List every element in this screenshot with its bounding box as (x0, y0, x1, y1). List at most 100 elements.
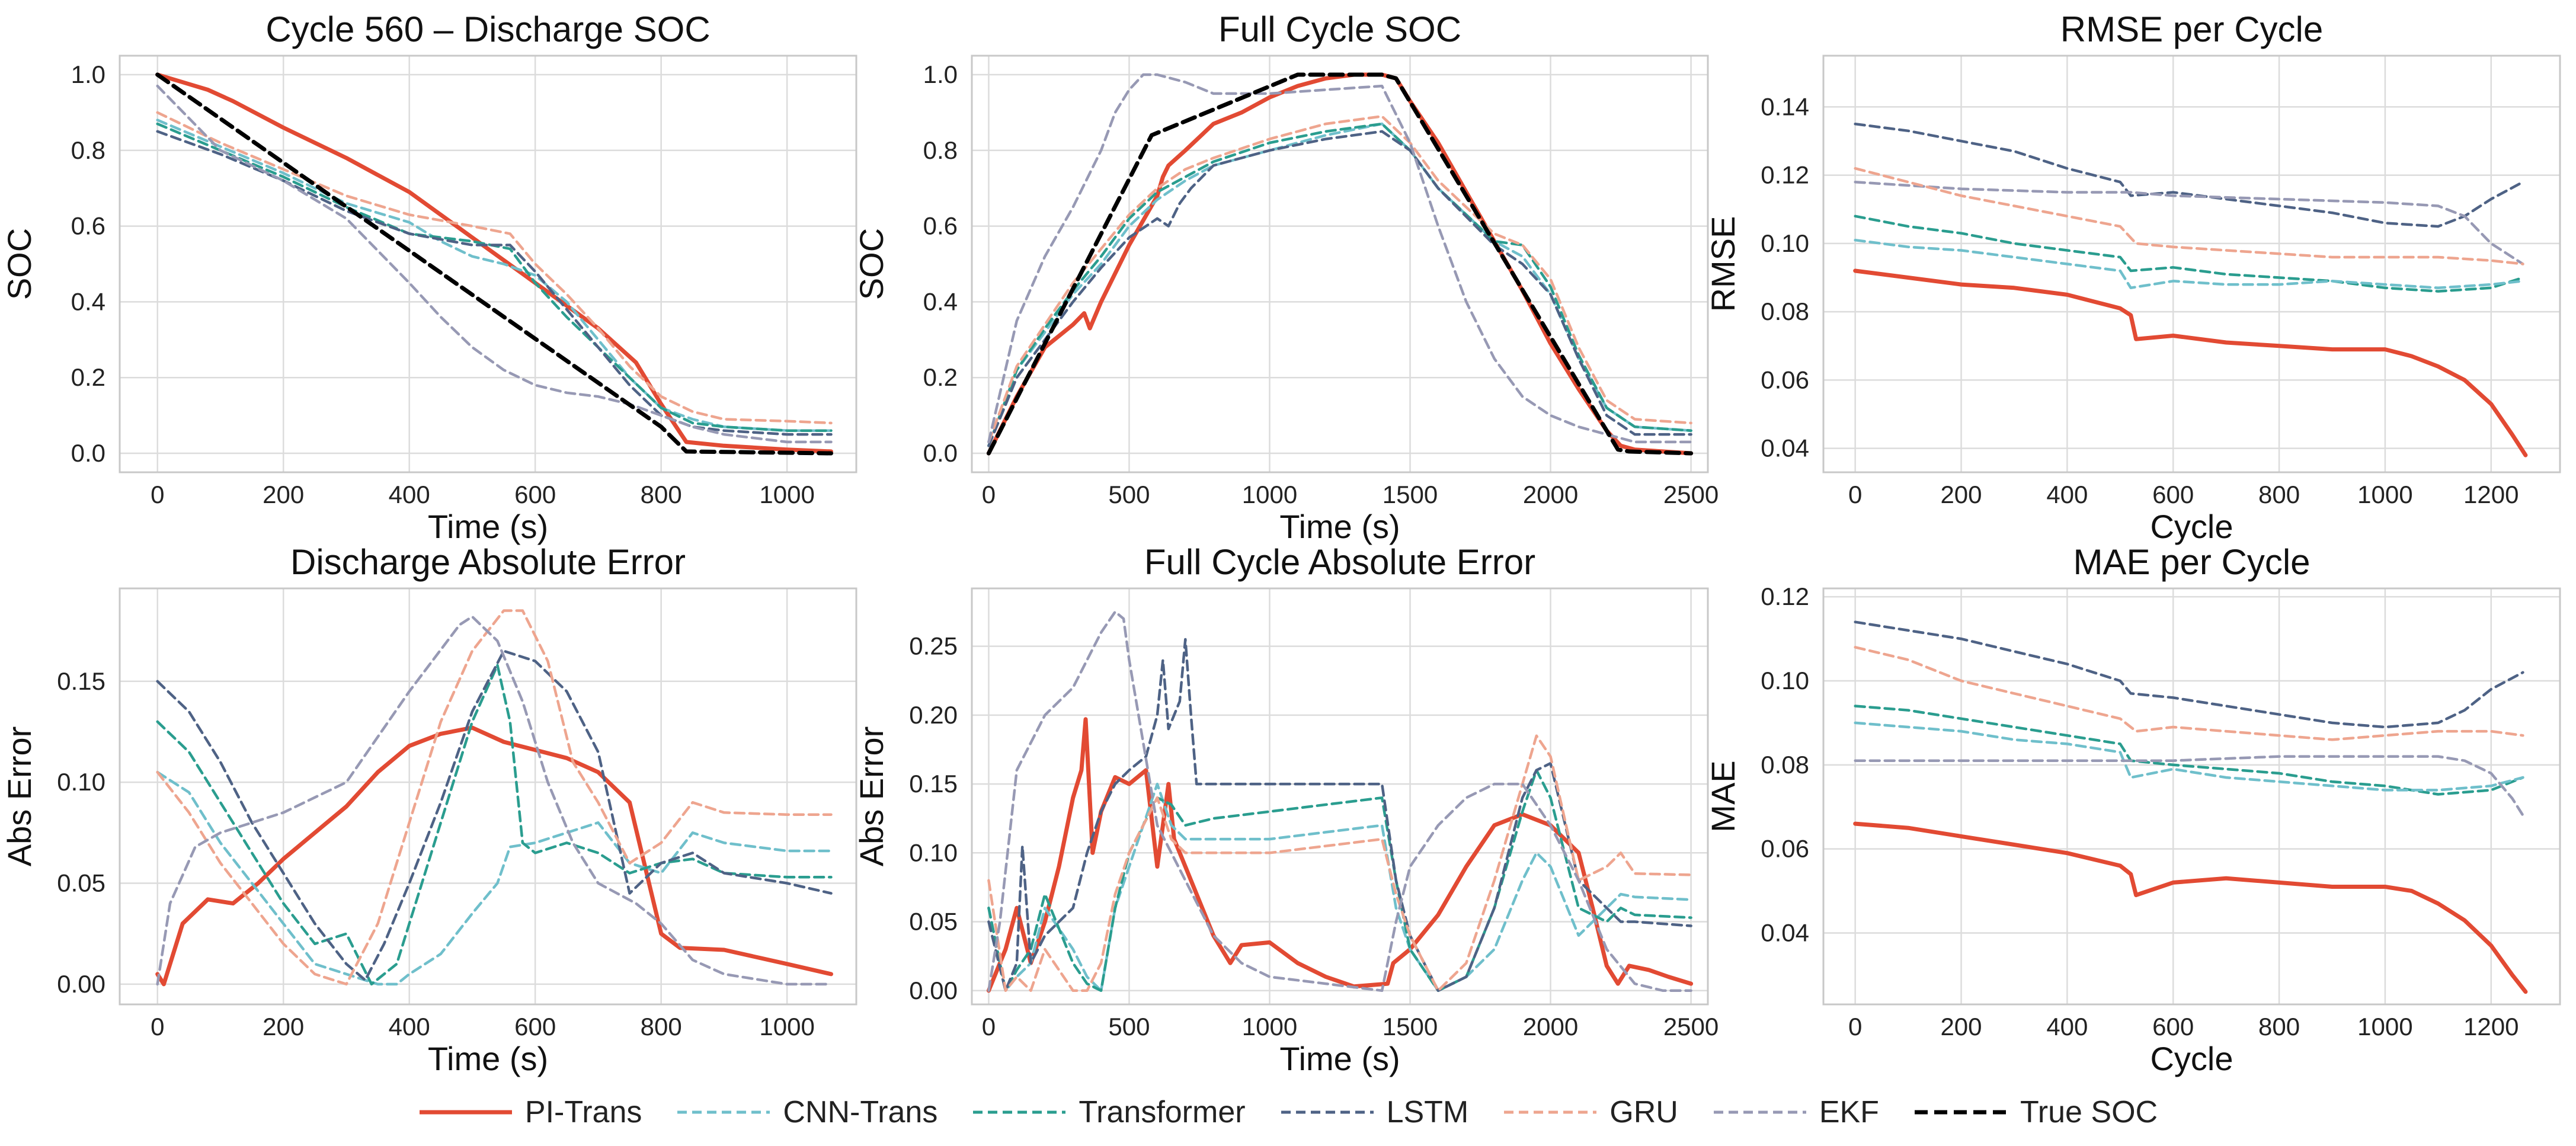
p1-series-ekf (156, 84, 833, 444)
p4-x-tick-label: 600 (514, 1013, 556, 1041)
p5-x-axis-label: Time (s) (1279, 1040, 1400, 1077)
p6-x-tick-label: 800 (2258, 1013, 2300, 1041)
p6-series-lstm (1854, 620, 2524, 729)
p5-series-ekf (987, 610, 1692, 993)
p1-y-tick-label: 1.0 (71, 60, 105, 88)
p3-frame (1822, 55, 2561, 473)
p4-y-tick-label: 0.05 (57, 869, 105, 897)
p4-y-tick-label: 0.15 (57, 667, 105, 695)
p2-series-group (986, 72, 1694, 456)
p4-x-tick-label: 200 (263, 1013, 304, 1041)
p3-x-tick-label: 600 (2152, 481, 2194, 508)
p2-frame (971, 55, 1709, 473)
p2-x-tick-label: 1500 (1383, 481, 1438, 508)
chart-panel-1: 0 200 400 600 800 1000 0.0 0.2 0.4 0.6 0.8 1.0 Cycle… (1, 9, 857, 545)
p6-series-pi-trans (1853, 821, 2528, 994)
p1-series-pi-trans (155, 72, 833, 454)
p3-y-axis-label: RMSE (1704, 216, 1742, 312)
p5-series-cnn-trans (987, 782, 1692, 993)
legend-label: EKF (1819, 1095, 1879, 1129)
p4-x-tick-label: 1000 (759, 1013, 814, 1041)
p6-y-tick-label: 0.10 (1761, 667, 1809, 694)
p5-series-group (986, 610, 1694, 993)
p1-x-axis-label: Time (s) (428, 508, 548, 545)
p2-series-lstm (987, 130, 1692, 447)
legend-swatch-transformer (973, 1110, 1066, 1114)
legend: PI-Trans CNN-Trans Transformer LSTM GRU EKF Tr… (0, 1086, 2576, 1139)
p1-y-tick-label: 0.4 (71, 287, 105, 315)
p6-x-tick-label: 1200 (2463, 1013, 2519, 1041)
legend-item-ekf: EKF (1713, 1094, 1879, 1130)
p6-x-tick-label: 0 (1848, 1013, 1862, 1041)
legend-label: True SOC (2020, 1095, 2158, 1129)
p6-title: MAE per Cycle (2073, 542, 2310, 582)
p3-y-tick-label: 0.12 (1761, 161, 1809, 189)
p5-y-tick-label: 0.15 (909, 770, 958, 798)
p6-frame (1822, 587, 2561, 1006)
p3-title: RMSE per Cycle (2060, 9, 2323, 49)
p4-x-tick-label: 800 (641, 1013, 682, 1041)
p6-x-tick-label: 200 (1940, 1013, 1982, 1041)
p1-plot-area (120, 56, 856, 472)
p3-x-tick-label: 0 (1848, 481, 1862, 508)
p5-series-lstm (987, 638, 1692, 993)
p4-title: Discharge Absolute Error (290, 542, 686, 582)
p3-x-tick-label: 400 (2046, 481, 2088, 508)
p6-y-axis-label: MAE (1704, 760, 1742, 832)
p2-y-tick-label: 0.2 (923, 363, 958, 391)
p4-series-lstm (156, 649, 833, 982)
p2-x-tick-label: 2500 (1663, 481, 1719, 508)
p1-x-tick-label: 0 (151, 481, 164, 508)
p5-y-axis-label: Abs Error (853, 726, 890, 867)
p5-x-tick-label: 2500 (1663, 1013, 1719, 1041)
p6-y-tick-label: 0.12 (1761, 582, 1809, 610)
p1-series-true-soc (155, 72, 833, 456)
legend-swatch-lstm (1281, 1110, 1374, 1114)
p3-series-pi-trans (1853, 268, 2528, 457)
p3-series-cnn-trans (1854, 238, 2524, 290)
p5-x-tick-label: 1000 (1242, 1013, 1297, 1041)
p1-title: Cycle 560 – Discharge SOC (265, 9, 710, 49)
p3-y-tick-label: 0.04 (1761, 434, 1809, 462)
p5-x-tick-label: 1500 (1383, 1013, 1438, 1041)
p1-y-tick-label: 0.6 (71, 212, 105, 240)
p6-y-tick-label: 0.06 (1761, 835, 1809, 863)
p3-x-tick-label: 800 (2258, 481, 2300, 508)
p3-y-tick-label: 0.08 (1761, 297, 1809, 325)
legend-item-gru: GRU (1503, 1094, 1678, 1130)
legend-item-true-soc: True SOC (1913, 1094, 2158, 1130)
p6-series-cnn-trans (1854, 721, 2524, 792)
p2-title: Full Cycle SOC (1218, 9, 1461, 49)
p5-y-tick-label: 0.25 (909, 632, 958, 660)
p6-series-transformer (1854, 705, 2524, 796)
legend-label: Transformer (1079, 1095, 1246, 1129)
p4-x-tick-label: 400 (389, 1013, 430, 1041)
p3-y-tick-label: 0.14 (1761, 92, 1809, 120)
legend-item-cnn-trans: CNN-Trans (676, 1094, 937, 1130)
p3-series-gru (1854, 167, 2524, 265)
p1-series-group (155, 72, 833, 456)
legend-label: LSTM (1386, 1095, 1469, 1129)
p1-series-lstm (156, 130, 833, 436)
p6-y-tick-label: 0.08 (1761, 751, 1809, 779)
chart-panel-6: 0 200 400 600 800 1000 1200 0.04 0.06 0.08 0.10 0.1… (1704, 542, 2561, 1077)
p3-series-group (1853, 122, 2528, 457)
p6-x-tick-label: 400 (2046, 1013, 2088, 1041)
p2-y-tick-label: 0.0 (923, 439, 958, 467)
p3-x-tick-label: 1200 (2463, 481, 2519, 508)
p2-series-pi-trans (986, 72, 1694, 456)
p6-series-gru (1854, 646, 2524, 741)
legend-swatch-ekf (1713, 1110, 1806, 1114)
chart-panel-4: 0 200 400 600 800 1000 0.00 0.05 0.10 0.15 Dischar… (1, 542, 857, 1077)
p6-x-axis-label: Cycle (2150, 1040, 2233, 1077)
p1-x-tick-label: 400 (389, 481, 430, 508)
p1-x-tick-label: 1000 (759, 481, 814, 508)
legend-label: GRU (1609, 1095, 1678, 1129)
p1-x-tick-label: 600 (514, 481, 556, 508)
p6-series-group (1853, 620, 2528, 994)
p6-series-ekf (1854, 755, 2524, 817)
p2-y-tick-label: 1.0 (923, 60, 958, 88)
p4-series-transformer (156, 664, 833, 986)
p2-y-tick-label: 0.8 (923, 136, 958, 164)
